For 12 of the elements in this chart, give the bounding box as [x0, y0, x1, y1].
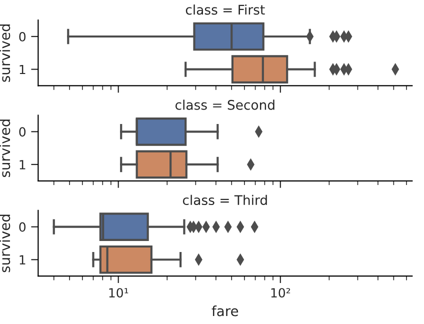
x-axis-title: fare: [212, 306, 238, 316]
x-tick-label: 10¹: [109, 288, 128, 298]
y-tick-label: 1: [20, 255, 26, 264]
y-tick-label: 1: [20, 64, 26, 74]
chart-title: class = Second: [175, 100, 274, 110]
x-tick-label: 10²: [271, 288, 290, 298]
chart-title: class = Third: [182, 194, 267, 206]
y-tick-label: 0: [19, 32, 26, 42]
y-tick-label: 1: [20, 160, 26, 170]
y-tick-label: 0: [19, 222, 26, 232]
y-tick-label: 0: [19, 127, 26, 137]
chart-title: class = First: [186, 4, 265, 15]
